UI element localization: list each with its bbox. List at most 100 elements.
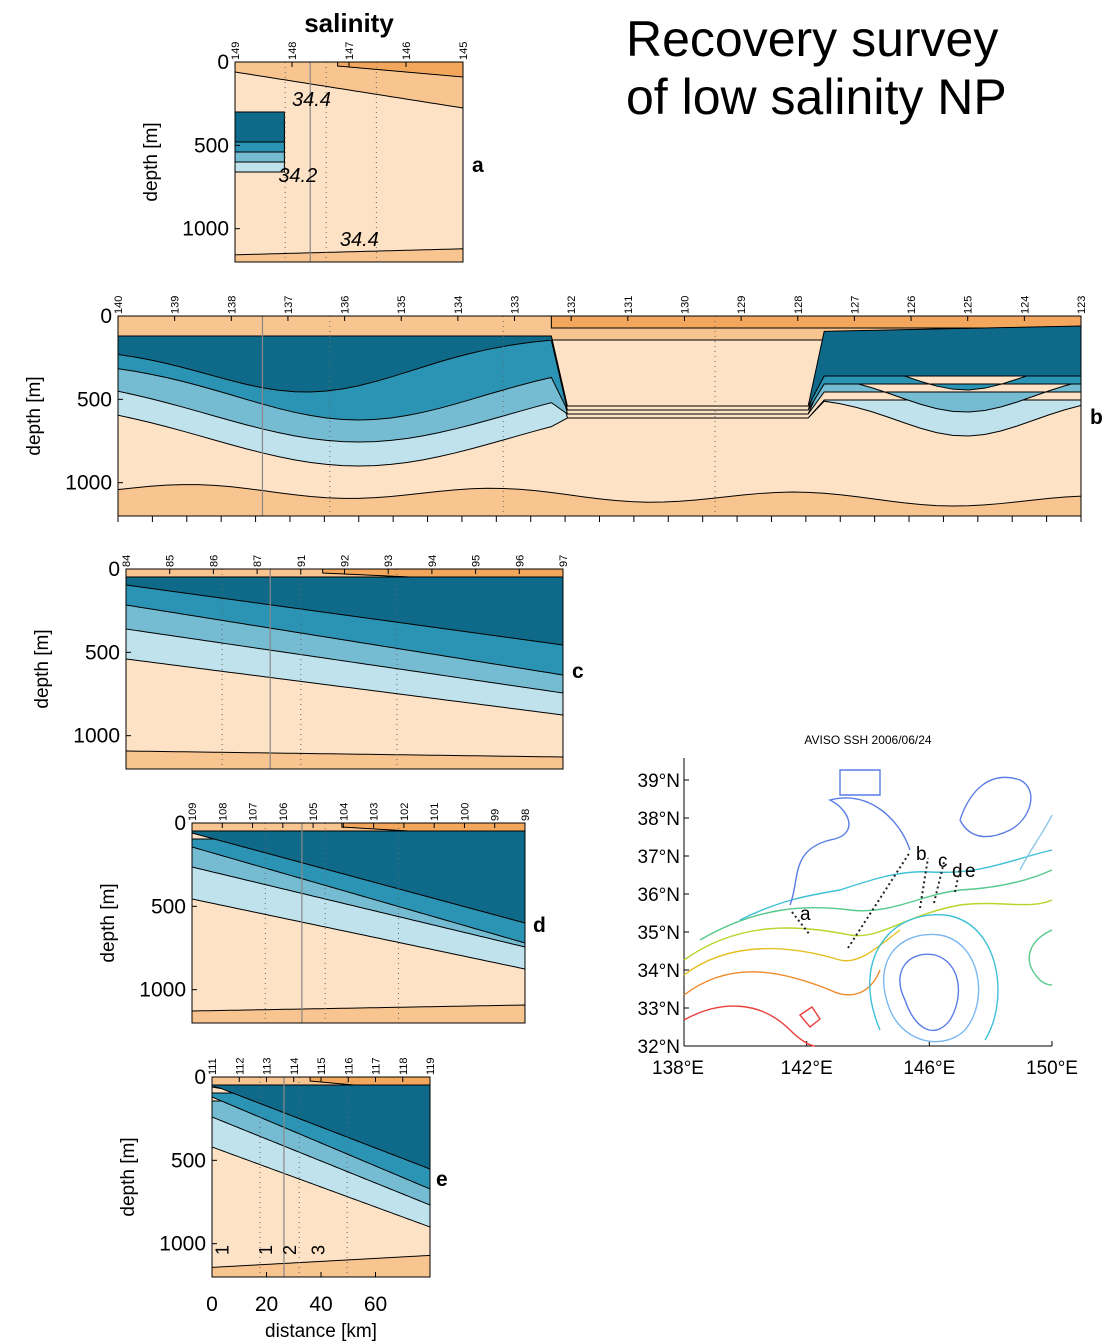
y-tick-label: 500 [171,1149,206,1172]
station-label: 92 [340,555,352,567]
contour-label: 34.4 [340,229,379,251]
y-axis-label: depth [m] [118,1137,139,1216]
station-label: 115 [316,1057,328,1075]
track-label: d [952,861,963,882]
x-tick-label: 60 [364,1293,387,1316]
ssh-contour [798,1006,821,1028]
station-label: 130 [679,296,691,314]
station-label: 123 [1076,296,1088,314]
station-label: 131 [623,296,635,314]
station-label: 132 [566,296,578,314]
ssh-contour [883,933,980,1043]
y-tick-label: 0 [108,558,120,581]
station-label: 126 [906,296,918,314]
station-label: 101 [429,803,441,821]
panel-letter: b [1090,406,1103,429]
y-tick-label: 500 [85,641,120,664]
y-axis-label: depth [m] [32,629,53,708]
station-label: 135 [396,296,408,314]
deep-salty-layer [234,248,464,263]
lon-label: 138°E [652,1058,704,1079]
ssh-contour [699,869,1053,941]
station-label: 145 [458,42,470,60]
y-axis-label: depth [m] [24,376,45,455]
section-panel-c: 0 500 1000 depth [m] 84 85 86 87 91 92 93 94 95 96 97 c [32,555,584,770]
x-tick-label: 20 [255,1293,278,1316]
station-label: 117 [371,1057,383,1075]
station-label: 136 [340,296,352,314]
station-label: 147 [344,42,356,60]
x-tick-label: 40 [309,1293,332,1316]
y-axis-label: depth [m] [98,883,119,962]
station-label: 133 [510,296,522,314]
panel-title: salinity [304,8,394,38]
station-label: 85 [165,555,177,567]
ssh-contour [839,769,881,796]
station-label: 103 [369,803,381,821]
station-label: 119 [425,1057,437,1075]
deep-salty-layer [191,1004,526,1024]
station-label: 140 [113,296,125,314]
y-tick-label: 1000 [139,979,186,1002]
station-label: 146 [401,42,413,60]
y-tick-label: 0 [194,1066,206,1089]
y-tick-label: 500 [151,895,186,918]
contour-label: 34.4 [292,89,331,111]
ssh-contour [1019,814,1053,871]
station-label: 112 [234,1057,246,1075]
station-label: 118 [398,1057,410,1075]
y-tick-label: 500 [77,388,112,411]
station-label: 124 [1019,296,1031,314]
panel-letter: e [436,1168,448,1191]
ssh-contour [1028,929,1053,986]
headline-line-2: of low salinity NP [626,69,1007,125]
station-label: 104 [338,803,350,821]
headline: Recovery survey of low salinity NP [626,10,1007,126]
survey-track [919,857,929,909]
lat-label: 33°N [638,999,680,1020]
station-label: 108 [217,803,229,821]
surface-salty-layer [234,61,464,109]
map-area [684,758,1052,1046]
panel-letter: a [472,154,484,177]
station-label: 84 [121,555,133,567]
deep-salty-layer [211,1254,431,1278]
panel-frame [191,822,526,1024]
station-label: 94 [427,555,439,567]
station-label: 91 [296,555,308,567]
station-label: 87 [252,555,264,567]
track-label: a [800,904,811,925]
station-label: 97 [558,555,570,567]
deep-salty-layer [117,484,1082,517]
station-label: 99 [490,809,502,821]
station-label: 116 [343,1057,355,1075]
ssh-contour [959,776,1032,838]
lat-label: 34°N [638,961,680,982]
lat-label: 38°N [638,809,680,830]
headline-line-1: Recovery survey [626,11,999,67]
x-axis-label: distance [km] [265,1321,377,1342]
panel-letter: d [533,914,546,937]
map-title: AVISO SSH 2006/06/24 [804,733,932,747]
section-panel-b: 0 500 1000 depth [m] 140 139 138 137 136 135 134 13… [24,296,1103,522]
ssh-contour [683,969,881,996]
lon-label: 142°E [781,1058,833,1079]
track-label: e [965,861,976,882]
ssh-contour [899,953,960,1032]
ssh-contour [683,899,1053,961]
station-label: 127 [849,296,861,314]
section-panel-a: 0 500 1000 depth [m] 149 148 147 146 145 a salinit… [141,8,484,263]
station-label: 148 [287,42,299,60]
y-tick-label: 1000 [182,218,229,241]
y-tick-label: 0 [217,51,229,74]
bottom-contour-label: 1 [212,1245,232,1255]
y-tick-label: 1000 [73,725,120,748]
station-label: 134 [453,296,465,314]
station-label: 95 [471,555,483,567]
y-tick-label: 0 [174,812,186,835]
ssh-contour [683,1005,816,1047]
station-label: 128 [793,296,805,314]
station-label: 149 [230,42,242,60]
